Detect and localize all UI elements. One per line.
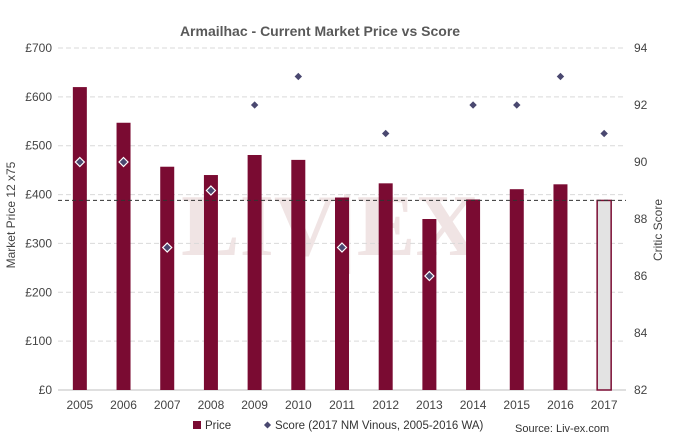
y-tick-label: £300 [25, 236, 52, 250]
score-marker [467, 99, 479, 111]
y2-tick-label: 82 [634, 383, 648, 397]
legend-score-label: Score (2017 NM Vinous, 2005-2016 WA) [275, 420, 484, 432]
legend-price-label: Price [205, 420, 231, 432]
y2-tick-label: 94 [634, 41, 648, 55]
x-tick-label: 2009 [241, 398, 268, 412]
score-marker [336, 242, 348, 253]
y2-tick-label: 84 [634, 326, 648, 340]
price-bar [466, 199, 481, 390]
x-tick-label: 2016 [547, 398, 574, 412]
x-tick-label: 2010 [285, 398, 312, 412]
legend-score-swatch [263, 421, 272, 429]
price-bar [291, 159, 306, 390]
y-tick-label: £600 [25, 90, 52, 104]
y2-axis-ticks: 82 84 86 88 90 92 94 [634, 41, 648, 397]
score-marker [292, 71, 304, 82]
x-tick-label: 2014 [460, 398, 487, 412]
x-tick-label: 2006 [110, 398, 137, 412]
y-tick-label: £700 [25, 41, 52, 55]
y-tick-label: £400 [25, 188, 52, 202]
price-bar [553, 184, 568, 390]
price-bar [72, 87, 87, 390]
y-axis-label: Market Price 12 x75 [4, 161, 18, 268]
y2-tick-label: 92 [634, 98, 648, 112]
bars [72, 87, 612, 391]
score-markers [74, 71, 610, 282]
score-marker [118, 156, 129, 168]
score-marker [161, 242, 173, 253]
y-tick-label: £200 [25, 285, 52, 299]
score-marker [205, 185, 217, 196]
score-marker [598, 128, 610, 139]
source-note: Source: Liv-ex.com [515, 423, 609, 435]
x-tick-label: 2012 [372, 398, 399, 412]
price-bar [596, 199, 612, 391]
price-bar [160, 166, 175, 390]
price-bar [116, 122, 131, 390]
y-tick-label: £0 [39, 383, 53, 397]
x-tick-label: 2007 [154, 398, 181, 412]
y-tick-label: £100 [25, 334, 52, 348]
score-marker [74, 156, 86, 168]
y2-tick-label: 90 [634, 155, 648, 169]
y2-tick-label: 86 [634, 269, 648, 283]
legend-price-swatch [193, 421, 201, 429]
score-marker [555, 71, 566, 82]
price-bar [509, 189, 524, 390]
y2-tick-label: 88 [634, 212, 648, 226]
x-tick-label: 2017 [591, 398, 618, 412]
x-tick-label: 2011 [329, 398, 355, 412]
price-bar [422, 219, 437, 390]
price-bar [247, 154, 262, 390]
score-marker [380, 128, 392, 139]
x-tick-label: 2015 [503, 398, 530, 412]
y-tick-label: £500 [25, 139, 52, 153]
score-marker [424, 270, 435, 282]
x-tick-label: 2005 [66, 398, 93, 412]
price-bar [335, 197, 349, 390]
chart-title: Armailhac - Current Market Price vs Scor… [180, 23, 460, 39]
y2-axis-label: Critic Score [651, 199, 665, 261]
legend: Price Score (2017 NM Vinous, 2005-2016 W… [193, 420, 484, 432]
score-marker [511, 99, 523, 111]
x-axis-ticks: 2005 2006 2007 2008 2009 2010 2011 2012 2013 2014… [66, 398, 617, 412]
y-axis-ticks: £0 £100 £200 £300 £400 £500 £600 £700 [25, 41, 52, 397]
x-tick-label: 2008 [198, 398, 225, 412]
score-marker [249, 99, 260, 111]
x-tick-label: 2013 [416, 398, 443, 412]
price-bar [203, 175, 218, 390]
price-bar [378, 183, 393, 390]
